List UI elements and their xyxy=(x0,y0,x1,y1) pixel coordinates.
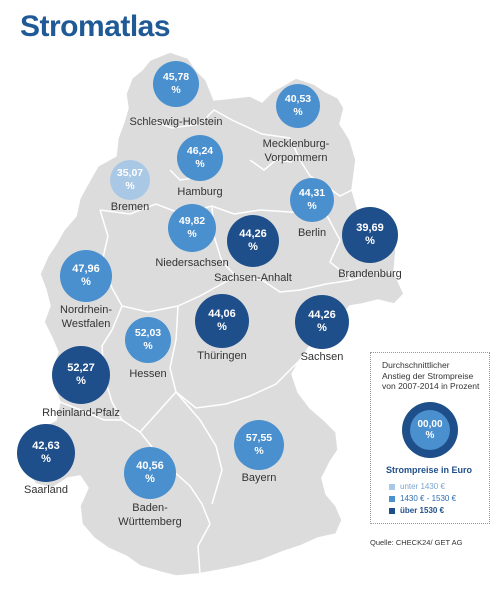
state-label-sachsen-anhalt: Sachsen-Anhalt xyxy=(214,272,292,286)
state-label-line: Mecklenburg- xyxy=(262,138,330,150)
bubble-value: 44,06 xyxy=(208,307,236,320)
state-label-line: Vorpommern xyxy=(264,151,328,164)
state-label-line: Hamburg xyxy=(177,186,223,198)
bubble-value: 42,63 xyxy=(32,439,60,452)
state-label-line: Hessen xyxy=(129,368,167,380)
bubble-unit: % xyxy=(248,241,258,253)
state-label-line: Sachsen-Anhalt xyxy=(214,272,292,284)
bubble-mecklenburg-vorpommern: 40,53% xyxy=(276,84,320,128)
state-label-line: Bremen xyxy=(110,201,150,213)
bubble-brandenburg: 39,69% xyxy=(342,207,398,263)
legend-description: Durchschnittlicher Anstieg der Stromprei… xyxy=(382,360,480,392)
state-label-berlin: Berlin xyxy=(298,227,326,241)
page-title: Stromatlas xyxy=(20,10,171,43)
state-label-brandenburg: Brandenburg xyxy=(338,268,402,282)
bubble-saarland: 42,63% xyxy=(17,424,75,482)
state-label-mecklenburg-vorpommern: Mecklenburg- Vorpommern xyxy=(263,138,330,166)
bubble-value: 52,27 xyxy=(67,361,95,374)
bubble-value: 49,82 xyxy=(178,215,206,228)
bubble-value: 39,69 xyxy=(356,221,384,234)
state-label-hessen: Hessen xyxy=(129,368,166,382)
bubble-unit: % xyxy=(195,158,205,170)
state-label-line: Brandenburg xyxy=(338,268,402,280)
bubble-schleswig-holstein: 45,78% xyxy=(153,61,199,107)
bubble-unit: % xyxy=(145,473,155,485)
state-label-line: Berlin xyxy=(297,227,327,239)
state-label-line: Saarland xyxy=(23,484,69,496)
legend-swatch-mid xyxy=(389,495,395,502)
state-label-nordrhein-westfalen: Nordrhein- Westfalen xyxy=(60,304,112,332)
state-label-thueringen: Thüringen xyxy=(197,350,247,364)
state-label-line: Westfalen xyxy=(61,317,111,330)
bubble-unit: % xyxy=(81,276,91,288)
state-label-sachsen: Sachsen xyxy=(301,351,344,365)
bubble-berlin: 44,31% xyxy=(290,178,334,222)
bubble-value: 44,31 xyxy=(298,187,326,200)
state-label-line: Baden- xyxy=(132,502,168,514)
state-label-line: Rheinland-Pfalz xyxy=(42,407,120,419)
legend-example-value: 00,00 xyxy=(417,418,443,430)
legend-swatch-low xyxy=(389,483,395,490)
state-label-line: Schleswig-Holstein xyxy=(129,116,223,128)
legend-heading: Strompreise in Euro xyxy=(386,465,473,475)
bubble-value: 57,55 xyxy=(245,432,273,445)
bubble-value: 46,24 xyxy=(186,145,214,158)
bubble-unit: % xyxy=(143,340,153,352)
legend-example-unit: % xyxy=(425,430,435,441)
state-label-niedersachsen: Niedersachsen xyxy=(155,257,228,271)
bubble-unit: % xyxy=(125,180,135,192)
source-note: Quelle: CHECK24/ GET AG xyxy=(370,538,463,547)
bubble-unit: % xyxy=(41,453,51,465)
bubble-unit: % xyxy=(217,321,227,333)
bubble-unit: % xyxy=(365,235,375,247)
state-label-saarland: Saarland xyxy=(24,484,68,498)
bubble-hessen: 52,03% xyxy=(125,317,171,363)
bubble-value: 40,53 xyxy=(284,93,312,106)
state-label-line: Niedersachsen xyxy=(155,257,229,269)
bubble-rheinland-pfalz: 52,27% xyxy=(52,346,110,404)
bubble-hamburg: 46,24% xyxy=(177,135,223,181)
state-label-line: Nordrhein- xyxy=(60,304,112,316)
bubble-bremen: 35,07% xyxy=(110,160,150,200)
bubble-unit: % xyxy=(254,445,264,457)
bubble-nordrhein-westfalen: 47,96% xyxy=(60,250,112,302)
bubble-thueringen: 44,06% xyxy=(195,294,249,348)
state-label-line: Württemberg xyxy=(118,515,182,528)
bubble-niedersachsen: 49,82% xyxy=(168,204,216,252)
bubble-unit: % xyxy=(171,84,181,96)
legend-swatch-high xyxy=(389,507,395,514)
bubble-unit: % xyxy=(76,375,86,387)
bubble-value: 45,78 xyxy=(162,71,190,84)
bubble-sachsen: 44,26% xyxy=(295,295,349,349)
state-label-bayern: Bayern xyxy=(242,472,277,486)
state-label-bremen: Bremen xyxy=(111,201,150,215)
bubble-unit: % xyxy=(317,322,327,334)
bubble-sachsen-anhalt: 44,26% xyxy=(227,215,279,267)
bubble-value: 47,96 xyxy=(72,262,100,275)
legend-item-high: über 1530 € xyxy=(389,506,444,515)
state-label-line: Sachsen xyxy=(300,351,344,363)
bubble-unit: % xyxy=(187,228,197,240)
state-label-schleswig-holstein: Schleswig-Holstein xyxy=(130,116,223,130)
state-label-hamburg: Hamburg xyxy=(177,186,222,200)
bubble-baden-wuerttemberg: 40,56% xyxy=(124,447,176,499)
bubble-value: 44,26 xyxy=(308,308,336,321)
bubble-value: 40,56 xyxy=(136,459,164,472)
legend-item-low: unter 1430 € xyxy=(389,482,445,491)
bubble-unit: % xyxy=(307,200,317,212)
bubble-bayern: 57,55% xyxy=(234,420,284,470)
state-label-rheinland-pfalz: Rheinland-Pfalz xyxy=(42,407,120,421)
legend-example-bubble: 00,00 % xyxy=(402,402,458,458)
bubble-value: 52,03 xyxy=(134,327,162,340)
legend-item-mid: 1430 € - 1530 € xyxy=(389,494,456,503)
bubble-value: 44,26 xyxy=(239,227,267,240)
state-label-line: Bayern xyxy=(241,472,277,484)
bubble-value: 35,07 xyxy=(116,167,144,180)
bubble-unit: % xyxy=(293,106,303,118)
state-label-baden-wuerttemberg: Baden- Württemberg xyxy=(118,502,182,530)
state-label-line: Thüringen xyxy=(197,350,247,362)
